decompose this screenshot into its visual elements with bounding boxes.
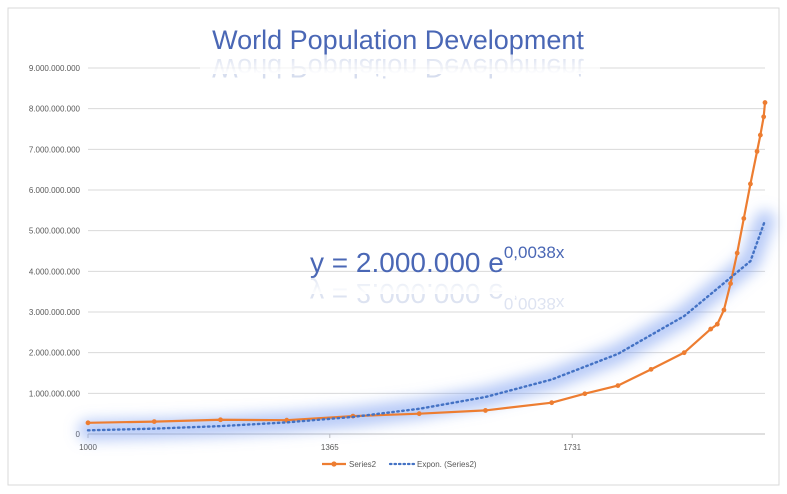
y-tick-label: 0 (76, 430, 81, 439)
y-tick-label: 3.000.000.000 (29, 308, 81, 317)
trend-equation: y = 2.000.000 e0,0038x (310, 243, 565, 278)
y-tick-label: 9.000.000.000 (29, 64, 81, 73)
y-tick-label: 4.000.000.000 (29, 267, 81, 276)
legend-series-label: Series2 (349, 460, 377, 469)
series2-point (762, 100, 768, 105)
equation-reflection-fade (300, 276, 590, 294)
series2-point (754, 148, 760, 154)
series2-point (761, 114, 767, 120)
series2-point (714, 321, 720, 327)
chart-title-group: World Population Development World Popul… (200, 25, 600, 83)
title-reflection-fade (200, 54, 600, 74)
trendline (86, 219, 767, 432)
series2-point (218, 417, 223, 423)
x-tick-label: 1731 (563, 443, 581, 452)
trend-line-path (86, 219, 767, 432)
y-tick-label: 2.000.000.000 (29, 349, 81, 358)
y-tick-label: 8.000.000.000 (29, 105, 81, 114)
x-tick-label: 1365 (321, 443, 339, 452)
series2-point (708, 326, 714, 332)
series2-point (734, 250, 740, 256)
y-tick-label: 1.000.000.000 (29, 389, 81, 398)
series2-point (748, 181, 753, 187)
series2-point (582, 391, 588, 397)
equation-group: y = 2.000.000 e0,0038x y = 2.000.000 e0,… (300, 243, 590, 313)
y-axis-ticks: 0 1.000.000.000 2.000.000.000 3.000.000.000… (29, 64, 81, 439)
series2-point (549, 400, 555, 406)
y-tick-label: 6.000.000.000 (29, 186, 81, 195)
series2-point (615, 383, 621, 389)
legend-series-marker (331, 461, 337, 467)
series2-point (721, 307, 727, 313)
series2-point (416, 411, 422, 417)
legend-trend-label: Expon. (Series2) (417, 460, 477, 469)
series2-point (151, 419, 157, 424)
series2-point (681, 350, 687, 356)
series2-point (728, 281, 733, 286)
series2-point (483, 408, 488, 413)
legend: Series2 Expon. (Series2) (322, 460, 477, 469)
series2-point (741, 216, 747, 221)
series2-point (85, 420, 91, 426)
y-tick-label: 7.000.000.000 (29, 145, 81, 154)
y-tick-label: 5.000.000.000 (29, 227, 81, 236)
series2-point (648, 366, 654, 372)
series2-point (757, 132, 763, 138)
chart-title: World Population Development (212, 25, 584, 55)
x-tick-label: 1000 (79, 443, 97, 452)
